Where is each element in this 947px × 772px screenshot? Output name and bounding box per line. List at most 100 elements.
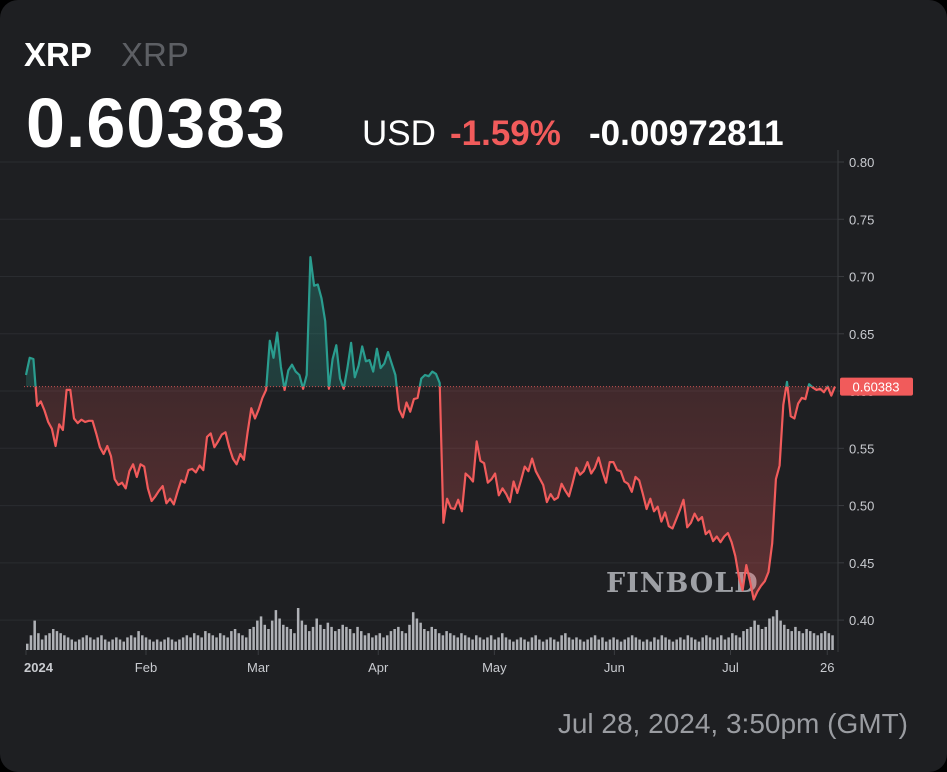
volume-bar: [385, 635, 389, 650]
volume-bar: [486, 637, 489, 650]
volume-bar: [352, 633, 356, 650]
volume-bar: [452, 635, 456, 650]
volume-bar: [382, 637, 385, 650]
volume-bar: [771, 616, 775, 650]
volume-bar: [445, 631, 448, 650]
volume-bar: [634, 637, 638, 650]
volume-bar: [805, 629, 808, 650]
volume-bar: [426, 631, 430, 650]
volume-bar: [367, 633, 370, 650]
volume-bar: [794, 626, 797, 650]
volume-bar: [523, 639, 526, 650]
volume-bar: [337, 629, 341, 650]
volume-bar: [334, 631, 337, 650]
volume-bar: [571, 639, 575, 650]
volume-bar: [308, 631, 311, 650]
x-tick-label: Jun: [604, 660, 625, 675]
volume-bar: [682, 639, 686, 650]
volume-bar: [497, 637, 500, 650]
volume-bar: [359, 631, 363, 650]
volume-bar: [582, 641, 586, 650]
volume-bar: [504, 637, 508, 650]
volume-bar: [616, 639, 619, 650]
volume-bar: [233, 629, 237, 650]
volume-bar: [515, 639, 519, 650]
volume-bar: [668, 639, 671, 650]
y-tick-label: 0.70: [849, 270, 874, 285]
volume-bar: [820, 633, 823, 650]
volume-bar: [456, 637, 459, 650]
volume-bar: [241, 635, 244, 650]
volume-bar: [526, 641, 530, 650]
volume-bar: [70, 639, 74, 650]
volume-bar: [697, 641, 701, 650]
volume-bar: [181, 637, 185, 650]
volume-bar: [196, 635, 200, 650]
volume-bar: [489, 635, 493, 650]
volume-bar: [341, 624, 344, 650]
area-below: [35, 386, 835, 600]
volume-bar: [578, 639, 582, 650]
volume-bar: [564, 633, 567, 650]
volume-bar: [501, 633, 504, 650]
price-line: [24, 256, 837, 601]
volume-bar: [74, 641, 77, 650]
volume-bar: [493, 639, 497, 650]
volume-bar: [29, 635, 33, 650]
volume-bar: [371, 637, 374, 650]
volume-bar: [764, 626, 768, 650]
volume-bar: [475, 635, 478, 650]
volume-bar: [152, 641, 155, 650]
volume-bar: [274, 610, 278, 650]
volume-bar: [411, 612, 415, 650]
volume-bar: [786, 629, 790, 650]
volume-bar: [734, 635, 738, 650]
y-tick-label: 0.65: [849, 327, 874, 342]
volume-bar: [378, 633, 382, 650]
volume-bar: [586, 639, 589, 650]
volume-bar: [137, 631, 140, 650]
volume-bar: [449, 633, 452, 650]
volume-bar: [96, 637, 100, 650]
volume-bar: [155, 639, 159, 650]
asset-name: XRP: [121, 36, 189, 73]
volume-bar: [267, 629, 270, 650]
volume-bar: [757, 624, 760, 650]
volume-bar: [604, 641, 608, 650]
volume-bar: [126, 637, 129, 650]
volume-bar: [552, 639, 556, 650]
volume-bar: [467, 637, 471, 650]
volume-bar: [712, 639, 716, 650]
volume-bar: [122, 641, 125, 650]
volume-bar: [690, 637, 693, 650]
volume-bar: [660, 635, 664, 650]
volume-bar: [26, 643, 29, 650]
y-tick-label: 0.55: [849, 441, 874, 456]
volume-bar: [441, 635, 445, 650]
volume-bar: [178, 639, 181, 650]
y-tick-label: 0.40: [849, 613, 874, 628]
volume-bar: [593, 635, 597, 650]
volume-bar: [222, 635, 226, 650]
y-tick-label: 0.45: [849, 556, 874, 571]
volume-bar: [775, 610, 779, 650]
current-price: 0.60383: [26, 84, 287, 162]
volume-bar: [827, 633, 831, 650]
volume-bar: [133, 637, 137, 650]
volume-bar: [779, 620, 782, 650]
volume-bar: [322, 629, 326, 650]
volume-bar: [263, 624, 267, 650]
series-line-below: [34, 386, 837, 601]
volume-bar: [348, 629, 352, 650]
timestamp: Jul 28, 2024, 3:50pm (GMT): [557, 708, 908, 739]
volume-bar: [40, 639, 44, 650]
volume-bar: [716, 637, 719, 650]
volume-bar: [742, 631, 745, 650]
volume-bar: [749, 626, 753, 650]
volume-bar: [656, 639, 660, 650]
volume-bar: [141, 635, 144, 650]
volume-bar: [653, 637, 656, 650]
volume-bar: [471, 639, 474, 650]
